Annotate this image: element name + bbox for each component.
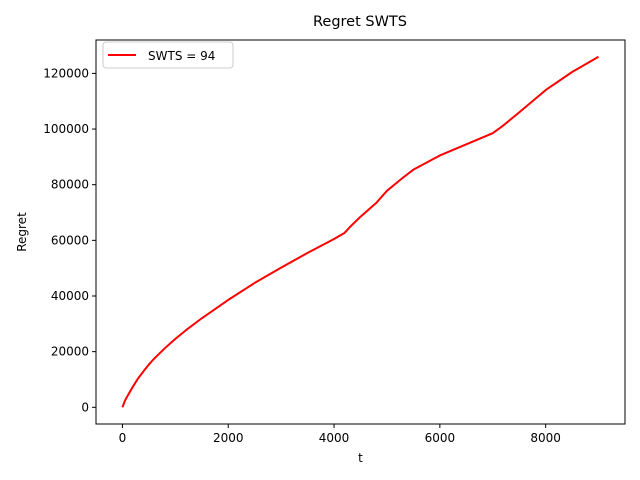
y-axis-ticks: 0 20000 40000 60000 80000 100000 120000 bbox=[43, 66, 96, 414]
x-axis-label: t bbox=[358, 451, 363, 465]
x-tick-label: 6000 bbox=[425, 431, 456, 445]
series-line-swts-94 bbox=[121, 55, 600, 408]
y-tick-label: 40000 bbox=[51, 289, 89, 303]
y-tick-label: 20000 bbox=[51, 345, 89, 359]
x-axis-ticks: 0 2000 4000 6000 8000 bbox=[119, 424, 561, 445]
legend-box bbox=[102, 41, 234, 69]
y-tick-label: 60000 bbox=[51, 233, 89, 247]
x-tick-label: 2000 bbox=[213, 431, 244, 445]
x-tick-label: 8000 bbox=[530, 431, 561, 445]
x-tick-label: 0 bbox=[119, 431, 127, 445]
y-tick-label: 120000 bbox=[43, 66, 89, 80]
x-tick-label: 4000 bbox=[319, 431, 350, 445]
legend-label-swts-94: SWTS = 94 bbox=[148, 49, 215, 63]
y-tick-label: 80000 bbox=[51, 178, 89, 192]
legend: SWTS = 94 bbox=[102, 41, 234, 69]
plot-frame bbox=[95, 39, 626, 425]
y-tick-label: 100000 bbox=[43, 122, 89, 136]
plot-area bbox=[96, 40, 625, 424]
y-tick-label: 0 bbox=[81, 400, 89, 414]
y-axis-label: Regret bbox=[15, 212, 29, 252]
chart-title: Regret SWTS bbox=[313, 14, 407, 30]
